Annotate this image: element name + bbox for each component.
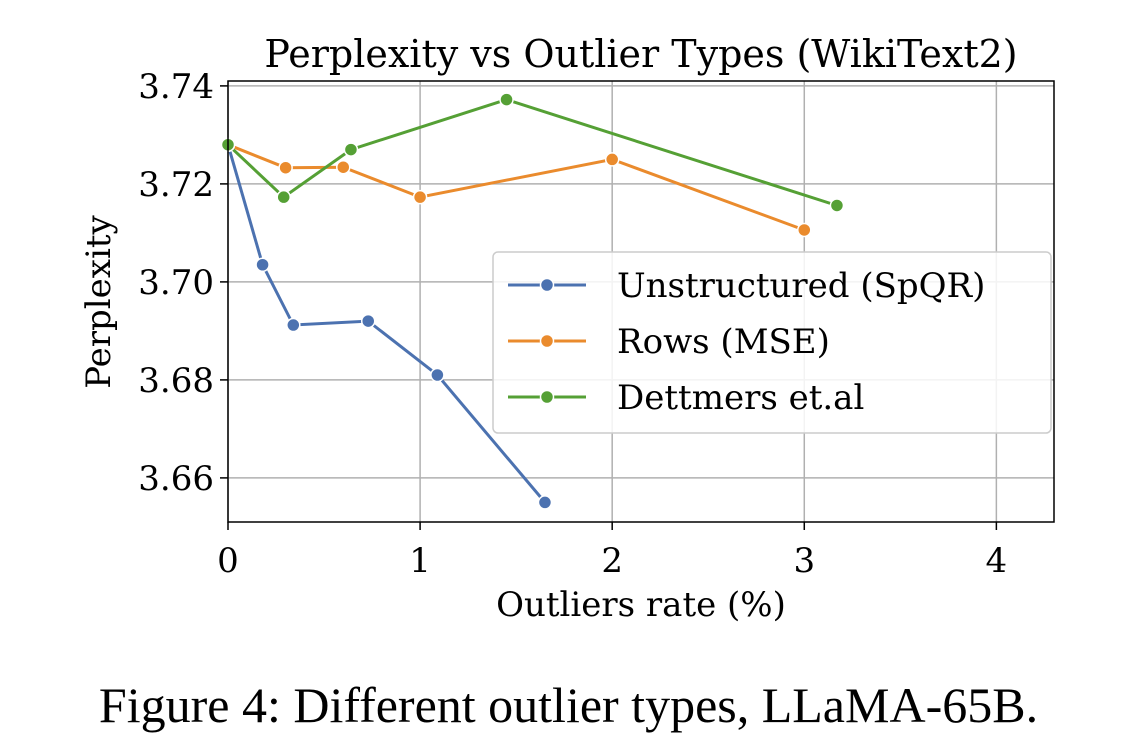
y-tick-label: 3.66	[138, 459, 214, 499]
legend: Unstructured (SpQR) Rows (MSE) Dettmers et…	[492, 251, 1052, 434]
data-point	[278, 160, 293, 175]
series-line-2	[226, 98, 838, 207]
series-line-0	[226, 144, 547, 504]
x-tick-label: 4	[986, 541, 1008, 581]
y-tick-label: 3.68	[138, 361, 214, 401]
data-point	[537, 495, 553, 510]
data-point	[797, 222, 812, 238]
chart-title: Perplexity vs Outlier Types (WikiText2)	[264, 32, 1017, 76]
data-point	[255, 257, 270, 272]
legend-entry-label: Dettmers et.al	[617, 378, 864, 418]
plot-frame	[227, 80, 1055, 523]
data-point	[286, 317, 301, 333]
data-point	[430, 367, 445, 383]
y-tick-label: 3.70	[138, 263, 214, 303]
x-axis-ticks: 0 1 2 3 4	[217, 522, 1007, 581]
y-axis-ticks: 3.66 3.68 3.70 3.72 3.74	[138, 67, 228, 499]
y-tick-label: 3.74	[138, 67, 214, 107]
data-point	[343, 142, 359, 157]
x-tick-label: 1	[409, 541, 431, 581]
legend-swatch-marker	[539, 333, 555, 349]
data-point	[360, 313, 376, 329]
x-axis-label: Outliers rate (%)	[496, 585, 786, 625]
legend-swatch-marker	[539, 277, 555, 293]
x-tick-label: 2	[601, 541, 623, 581]
series-points	[220, 92, 845, 510]
data-point	[276, 189, 291, 205]
data-point	[336, 159, 351, 175]
figure-caption: Figure 4: Different outlier types, LLaMA…	[98, 677, 1039, 733]
legend-box	[492, 251, 1052, 434]
legend-swatch-marker	[539, 389, 555, 405]
data-point	[412, 189, 428, 205]
series-line-1	[227, 143, 805, 232]
legend-entry-label: Rows (MSE)	[617, 322, 830, 362]
legend-entry-label: Unstructured (SpQR)	[617, 266, 985, 306]
data-point	[604, 152, 620, 167]
x-tick-label: 3	[793, 541, 815, 581]
x-tick-label: 0	[217, 541, 239, 581]
data-point	[499, 92, 514, 107]
data-point	[829, 198, 845, 213]
y-tick-label: 3.72	[138, 165, 214, 205]
y-axis-label: Perplexity	[79, 215, 119, 389]
